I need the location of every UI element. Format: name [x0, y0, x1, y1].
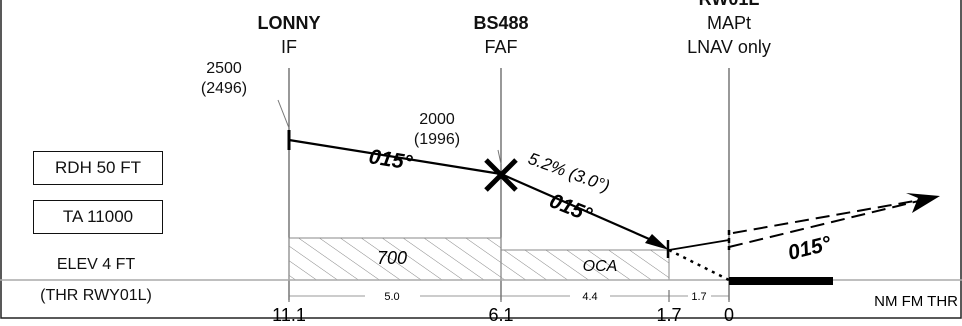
final-segment-arrow: [645, 234, 669, 250]
rdh-box: RDH 50 FT: [33, 151, 163, 185]
mapt-fix-role: MAPt: [706, 13, 751, 33]
if-altitude-leader: [277, 99, 290, 129]
faf-height: (1996): [413, 131, 461, 148]
aerodrome-elevation: ELEV 4 FT: [56, 256, 136, 273]
final-track-label: 015°: [546, 189, 595, 227]
oca-label: OCA: [583, 258, 618, 275]
mapt-fix-name: RW01L: [669, 0, 789, 10]
initial-segment-track: [288, 138, 502, 176]
distance-segment-1: 5.0: [384, 291, 399, 303]
minimum-altitude-label: 700: [377, 248, 407, 268]
missed-approach-line: [668, 239, 730, 251]
missed-track-label: 015°: [786, 232, 834, 265]
runway-bar: [729, 277, 833, 285]
distance-if: 11.1: [272, 305, 306, 325]
distance-faf: 6.1: [488, 305, 513, 325]
if-fix-role: IF: [281, 37, 297, 57]
threshold-reference: (THR RWY01L): [40, 287, 152, 304]
faf-altitude: 2000: [419, 111, 455, 128]
transition-altitude-box: TA 11000: [33, 200, 163, 234]
distance-segment-3: 1.7: [691, 291, 706, 303]
if-fix-name: LONNY: [257, 13, 321, 33]
minima-area-1: [288, 237, 502, 281]
mapt-fix-note: LNAV only: [687, 37, 771, 57]
missed-approach-arrow: [906, 193, 940, 213]
faf-altitude-leader: [497, 149, 502, 165]
diagram-frame: [0, 0, 962, 319]
if-height: (2496): [200, 80, 248, 97]
missed-approach-dashed-2: [732, 199, 921, 234]
if-altitude: 2500: [206, 60, 242, 77]
visual-segment-dotted: [668, 248, 730, 282]
distance-segment-2: 4.4: [582, 291, 597, 303]
distance-threshold: 0: [724, 305, 734, 325]
descent-gradient-label: 5.2% (3.0°): [526, 149, 613, 196]
distance-mda: 1.7: [656, 305, 681, 325]
faf-fix-role: FAF: [484, 37, 518, 57]
faf-cross-icon: [484, 158, 518, 192]
missed-approach-dashed-1: [728, 196, 936, 248]
final-segment-track: [500, 172, 657, 244]
distance-unit-label: NM FM THR: [874, 293, 958, 310]
faf-fix-name: BS488: [473, 13, 529, 33]
